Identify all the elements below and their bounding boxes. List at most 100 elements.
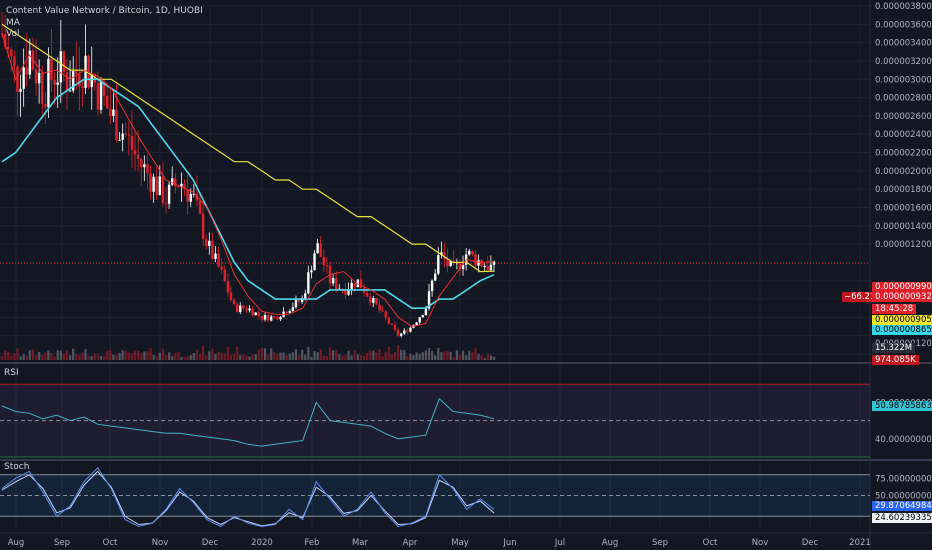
stoch-d-tag: 24.6023933533 (872, 513, 932, 523)
volume-bar (449, 351, 452, 360)
volume-bar (38, 352, 41, 360)
candle-body (71, 71, 75, 91)
candle-body (384, 311, 387, 318)
volume-bar (177, 351, 180, 360)
volume-bar (7, 351, 10, 360)
candle-body (257, 312, 261, 316)
volume-bar (492, 356, 496, 360)
candle-body (28, 50, 32, 75)
price-tick-label: 0.0000020000 (875, 167, 932, 177)
candle-body (356, 279, 360, 288)
volume-bar (155, 355, 158, 360)
candle-body (13, 56, 16, 67)
candle-body (239, 305, 242, 312)
volume-bar (68, 355, 72, 360)
volume-bar (239, 354, 242, 360)
volume-bar (31, 349, 35, 360)
volume-bar (406, 356, 409, 360)
volume-bar (217, 351, 220, 360)
candle-body (310, 270, 313, 273)
candle-body (235, 304, 239, 312)
candle-body (65, 72, 69, 92)
volume-bar (390, 354, 393, 360)
volume-bar (106, 350, 109, 360)
volume-bar (34, 355, 38, 360)
rsi-label[interactable]: RSI (4, 368, 19, 378)
volume-bar (421, 352, 424, 360)
volume-bar (322, 355, 325, 360)
price-tick-label: 0.0000036000 (875, 20, 932, 30)
volume-bar (316, 352, 319, 360)
candle-body (220, 266, 223, 270)
volume-bar (245, 355, 248, 360)
ma-indicator-label[interactable]: MA (6, 18, 20, 28)
volume-bar (471, 352, 474, 360)
candle-body (285, 311, 288, 314)
time-axis-label: Jul (554, 538, 565, 548)
candle-body (214, 253, 217, 259)
candle-body (229, 292, 233, 300)
volume-tag: 15.322M (872, 343, 916, 353)
candle-body (378, 304, 381, 311)
candle-body (291, 307, 295, 311)
volume-bar (232, 354, 236, 360)
candle-body (217, 253, 220, 267)
volume-bar (443, 350, 446, 360)
price-tick-label: 0.0000034000 (875, 39, 932, 49)
candle-body (375, 297, 378, 305)
stoch-k-line (1, 467, 495, 528)
candle-body (56, 82, 59, 85)
candle-body (427, 291, 431, 309)
volume-bar (319, 348, 322, 360)
candle-body (183, 183, 186, 190)
volume-bar (396, 345, 400, 360)
candle-body (322, 256, 326, 266)
time-axis-label: 2021 (849, 538, 871, 548)
candle-body (437, 255, 440, 274)
candle-body (62, 51, 66, 73)
candle-body (393, 324, 397, 330)
candle-body (189, 193, 192, 202)
candle-body (177, 186, 180, 188)
candle-body (19, 88, 22, 92)
price-tick-label: 0.0000014000 (875, 222, 932, 232)
candle-body (37, 72, 41, 84)
stoch-label[interactable]: Stoch (4, 462, 30, 472)
price-tick-label: 0.0000018000 (875, 185, 932, 195)
candle-body (186, 189, 189, 202)
volume-bar (205, 355, 208, 360)
candle-body (325, 265, 329, 267)
candle-body (273, 316, 276, 318)
volume-bar (121, 350, 124, 360)
volume-bar (56, 350, 59, 360)
price-tick-label: 0.0000028000 (875, 94, 932, 104)
volume-bar (378, 349, 381, 360)
candle-body (127, 134, 131, 136)
candle-body (430, 280, 434, 292)
volume-bar (297, 355, 301, 360)
candle-body (146, 164, 149, 174)
volume-bar (72, 348, 75, 360)
time-axis-label: May (451, 538, 469, 548)
candle-body (403, 330, 406, 334)
volume-bar (226, 347, 229, 360)
volume-bar (220, 353, 223, 360)
vol-indicator-label[interactable]: Vol (6, 29, 20, 39)
stoch-d-line (1, 470, 495, 527)
candle-body (270, 316, 273, 321)
volume-bar (313, 351, 316, 360)
candle-body (254, 312, 257, 316)
volume-bar (301, 349, 304, 360)
volume-bar (483, 357, 486, 360)
change-percent-tag: −66.21% (842, 292, 886, 302)
volume-bar (115, 354, 118, 360)
volume-bar (28, 350, 31, 360)
candle-body (331, 278, 335, 284)
candle-body (167, 184, 171, 204)
volume-bar (236, 346, 239, 360)
volume-bar (223, 353, 226, 360)
volume-bar (81, 352, 84, 360)
price-tick-label: 0.0000038000 (875, 2, 932, 12)
time-axis-label: Oct (103, 538, 118, 548)
candle-body (251, 308, 254, 316)
